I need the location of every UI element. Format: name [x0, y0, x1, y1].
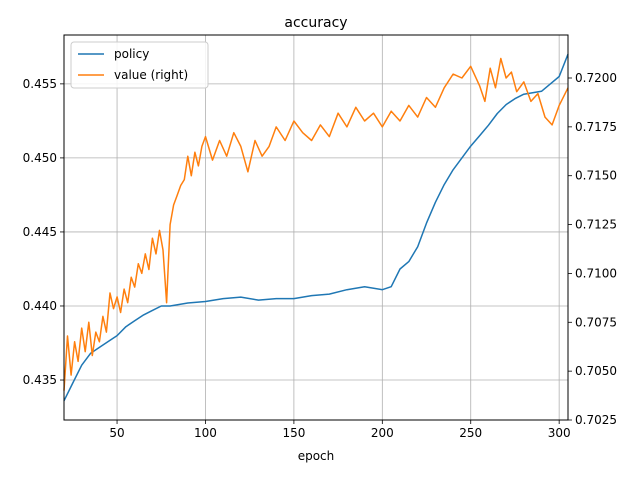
- series-line-policy: [63, 53, 569, 402]
- legend: policy value (right): [70, 41, 209, 89]
- y2-tick-label: 0.7075: [575, 315, 617, 329]
- x-tick-label: 150: [282, 426, 305, 440]
- series-layer: [63, 53, 569, 402]
- legend-label-value: value (right): [114, 68, 188, 82]
- y2-tick-label: 0.7050: [575, 364, 617, 378]
- legend-box: [70, 41, 209, 89]
- x-tick-label: 300: [548, 426, 571, 440]
- legend-label-policy: policy: [114, 47, 149, 61]
- y-tick-label: 0.440: [23, 299, 57, 313]
- y-tick-label: 0.435: [23, 373, 57, 387]
- y2-tick-label: 0.7175: [575, 120, 617, 134]
- right-axis-ticks: 0.7025 0.7050 0.7075 0.7100 0.7125 0.7150 0.71…: [568, 71, 617, 427]
- plot-frame: [63, 34, 569, 421]
- y-tick-label: 0.445: [23, 225, 57, 239]
- y-tick-label: 0.455: [23, 77, 57, 91]
- y2-tick-label: 0.7025: [575, 413, 617, 427]
- y-tick-label: 0.450: [23, 151, 57, 165]
- chart-title: accuracy: [284, 15, 347, 31]
- x-tick-label: 200: [371, 426, 394, 440]
- x-tick-label: 250: [459, 426, 482, 440]
- x-tick-label: 50: [109, 426, 124, 440]
- left-axis-ticks: 0.435 0.440 0.445 0.450 0.455: [23, 77, 64, 387]
- series-line-value: [63, 57, 569, 391]
- y2-tick-label: 0.7125: [575, 218, 617, 232]
- x-axis-label: epoch: [298, 449, 335, 463]
- x-tick-label: 100: [194, 426, 217, 440]
- y2-tick-label: 0.7150: [575, 169, 617, 183]
- x-axis-ticks: 50 100 150 200 250 300: [109, 420, 571, 440]
- grid: [64, 35, 568, 420]
- y2-tick-label: 0.7100: [575, 266, 617, 280]
- y2-tick-label: 0.7200: [575, 71, 617, 85]
